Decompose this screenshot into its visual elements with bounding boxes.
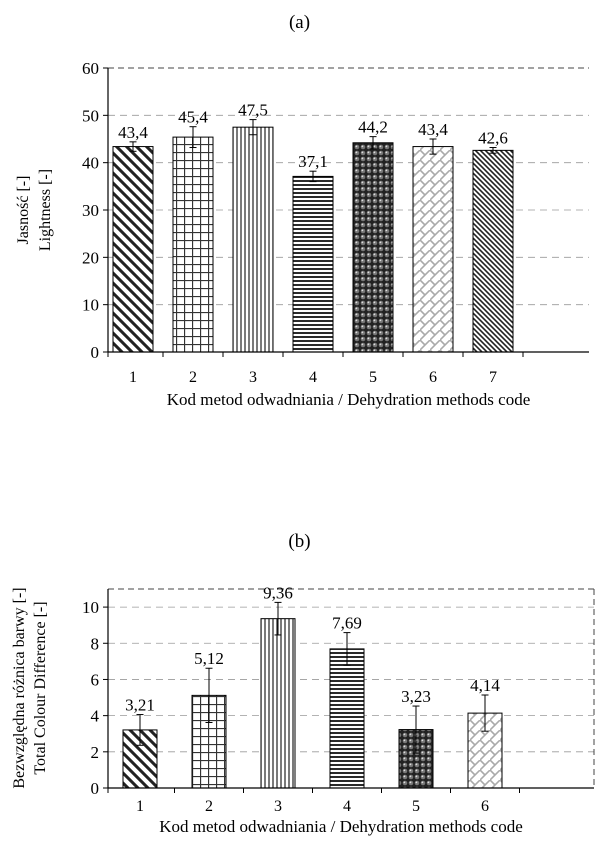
value-label: 45,4 <box>178 108 208 127</box>
y-tick-label: 20 <box>82 248 99 267</box>
x-tick-label: 1 <box>129 369 137 386</box>
bar-3 <box>232 126 274 353</box>
y-tick-label: 0 <box>91 343 100 362</box>
bar-6 <box>412 146 454 353</box>
value-label: 37,1 <box>298 152 328 171</box>
bar-2 <box>172 136 214 353</box>
value-label: 9,36 <box>263 583 293 602</box>
x-tick-label: 3 <box>274 798 282 815</box>
y-tick-label: 10 <box>82 598 99 617</box>
x-tick-label: 1 <box>136 798 144 815</box>
x-tick-label: 4 <box>343 798 351 815</box>
x-axis-label: Kod metod odwadniania / Dehydration meth… <box>159 817 523 836</box>
y-tick-label: 30 <box>82 201 99 220</box>
y-tick-label: 6 <box>91 670 100 689</box>
value-label: 4,14 <box>470 676 500 695</box>
value-label: 43,4 <box>118 123 148 142</box>
x-tick-label: 7 <box>489 369 497 386</box>
y-tick-label: 10 <box>82 296 99 315</box>
value-label: 47,5 <box>238 101 268 120</box>
y-tick-label: 4 <box>91 707 100 726</box>
x-tick-label: 5 <box>412 798 420 815</box>
x-tick-label: 5 <box>369 369 377 386</box>
x-tick-label: 6 <box>429 369 437 386</box>
value-label: 7,69 <box>332 614 362 633</box>
y-axis-label: Lightness [-] <box>37 169 54 251</box>
bar-3 <box>260 618 296 789</box>
y-axis-label: Jasność [-] <box>15 176 32 245</box>
y-axis-label: Bezwzględna różnica barwy [-] <box>11 587 28 788</box>
bar-2 <box>191 694 227 789</box>
x-tick-label: 3 <box>249 369 257 386</box>
value-label: 3,21 <box>125 696 155 715</box>
chart-panel-a: (a) 43,4 1 45,4 2 47,5 3 37,1 4 44,2 5 43,4 6 42,6 7 0 1… <box>15 12 589 409</box>
y-tick-label: 60 <box>82 59 99 78</box>
y-tick-label: 50 <box>82 106 99 125</box>
y-tick-label: 0 <box>91 779 100 798</box>
x-axis-label: Kod metod odwadniania / Dehydration meth… <box>167 390 531 409</box>
panel-title: (b) <box>288 531 310 552</box>
y-tick-label: 2 <box>91 743 100 762</box>
bar-4 <box>329 648 365 789</box>
x-tick-label: 4 <box>309 369 317 386</box>
value-label: 44,2 <box>358 118 388 137</box>
x-tick-label: 2 <box>205 798 213 815</box>
bar-1 <box>112 146 154 353</box>
x-tick-label: 2 <box>189 369 197 386</box>
value-label: 3,23 <box>401 687 431 706</box>
value-label: 5,12 <box>194 649 224 668</box>
panel-title: (a) <box>289 12 310 33</box>
y-axis-label: Total Colour Difference [-] <box>32 601 49 774</box>
value-label: 42,6 <box>478 129 508 148</box>
value-label: 43,4 <box>418 120 448 139</box>
bar-4 <box>292 175 334 353</box>
bar-5 <box>352 142 394 353</box>
bar-7 <box>472 149 514 353</box>
chart-panel-b: (b) 3,21 1 5,12 2 9,36 3 7,69 4 3,23 5 4,14 6 0 2 4 6 8 10… <box>11 531 595 836</box>
x-tick-label: 6 <box>481 798 489 815</box>
y-tick-label: 8 <box>91 634 100 653</box>
y-tick-label: 40 <box>82 154 99 173</box>
